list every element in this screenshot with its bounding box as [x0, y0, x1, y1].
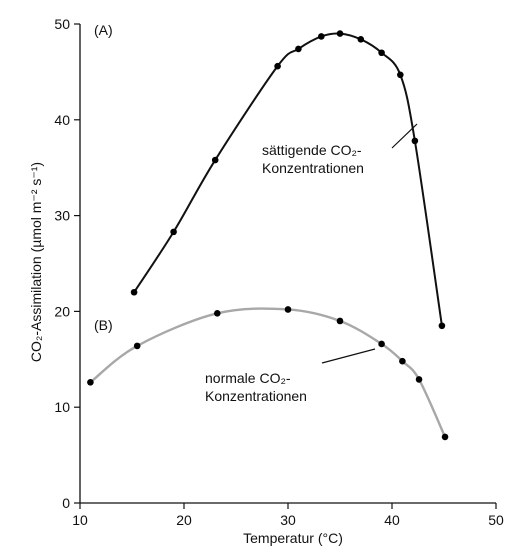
data-point-b [213, 310, 221, 317]
data-point-a [378, 49, 385, 57]
data-point-b [378, 340, 385, 348]
y-tick-label: 40 [54, 112, 70, 128]
data-point-b [87, 378, 94, 386]
annotation-b-line2: Konzentrationen [205, 388, 307, 404]
data-point-a [130, 288, 138, 296]
data-point-a [411, 137, 419, 145]
data-point-b [284, 306, 292, 313]
data-points [87, 30, 449, 441]
x-tick-label: 10 [72, 512, 88, 528]
annotation-leader-b [321, 348, 376, 364]
data-point-a [397, 71, 404, 79]
data-point-b [399, 357, 406, 365]
x-tick-label: 30 [280, 512, 296, 528]
annotation-a-line2: Konzentrationen [262, 160, 364, 176]
y-tick-label: 10 [54, 399, 70, 415]
data-point-a [211, 156, 219, 164]
annotation-leader-a [391, 123, 418, 149]
data-point-b [336, 317, 344, 325]
y-tick-label: 0 [62, 495, 70, 511]
y-axis-title: CO₂-Assimilation (µmol m⁻² s⁻¹) [28, 162, 44, 362]
y-tick-label: 30 [54, 208, 70, 224]
data-point-a [170, 228, 177, 236]
data-point-a [295, 45, 302, 53]
data-point-b [415, 376, 423, 383]
annotation-a-line1: sättigende CO₂- [262, 142, 362, 158]
y-tick-label: 50 [54, 16, 70, 32]
x-axis-title: Temperatur (°C) [243, 530, 343, 546]
data-point-b [441, 433, 449, 441]
data-point-a [357, 36, 365, 43]
annotation-b-line1: normale CO₂- [205, 370, 291, 386]
series-line-a [133, 32, 443, 326]
data-point-a [336, 30, 344, 37]
data-point-a [317, 33, 325, 40]
panel-label-a: (A) [94, 22, 113, 38]
data-point-a [274, 62, 281, 70]
x-tick-label: 20 [176, 512, 192, 528]
y-tick-label: 20 [54, 303, 70, 319]
x-tick-label: 40 [384, 512, 400, 528]
data-point-b [133, 342, 141, 350]
panel-label-b: (B) [94, 317, 113, 333]
x-tick-label: 50 [488, 512, 504, 528]
data-point-a [438, 322, 446, 330]
